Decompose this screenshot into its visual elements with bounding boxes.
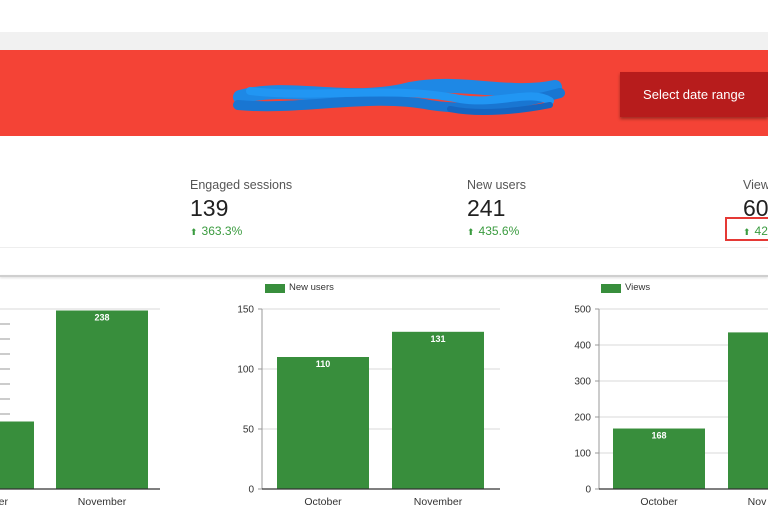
x-tick-label: November	[414, 496, 463, 508]
stats-panel: Engaged sessions 139 ⬆ 363.3% New users 2…	[0, 136, 768, 274]
stat-value: 241	[467, 195, 506, 221]
stat-views: Views 60 ⬆42	[743, 178, 768, 239]
stat-change-value: 42	[754, 224, 768, 238]
chart-svg: 01002003004005001684OctoberNov	[574, 305, 768, 508]
y-tick-label: 0	[585, 485, 591, 496]
x-tick-label: October	[304, 496, 342, 508]
stat-label: Views	[743, 178, 768, 192]
select-date-range-button[interactable]: Select date range	[620, 72, 768, 117]
chart-svg: 0 50 100 150 110 131 October November	[237, 305, 500, 508]
legend-swatch	[265, 284, 285, 293]
redaction-scribble	[233, 78, 565, 115]
section-divider	[0, 275, 768, 277]
x-tick-label: Nov	[748, 496, 767, 508]
y-tick-label: 200	[574, 413, 591, 424]
stat-change-value: 435.6%	[478, 224, 520, 238]
stat-engaged-sessions: Engaged sessions 139 ⬆ 363.3%	[190, 178, 292, 239]
bar-october	[613, 428, 705, 489]
y-tick-label: 100	[237, 365, 254, 376]
chart-svg: 238 er November	[0, 308, 160, 508]
y-tick-label: 300	[574, 377, 591, 388]
y-tick-label: 150	[237, 305, 254, 316]
up-arrow-icon: ⬆	[467, 227, 475, 237]
data-label: 131	[430, 334, 445, 344]
chart-engaged-sessions: 238 er November	[0, 278, 190, 512]
y-tick-label: 0	[248, 485, 254, 496]
bar-november	[392, 331, 484, 489]
legend-label: New users	[289, 282, 334, 293]
y-tick-label: 400	[574, 341, 591, 352]
stat-change: ⬆ 363.3%	[190, 224, 292, 239]
stat-change: ⬆ 42	[743, 224, 768, 239]
stats-divider	[0, 247, 768, 248]
stat-new-users: New users 241 ⬆ 435.6%	[467, 178, 526, 239]
x-tick-label: er	[0, 496, 8, 508]
toolbar-strip	[0, 32, 768, 50]
stat-change-value: 363.3%	[201, 224, 243, 238]
x-tick-label: November	[78, 496, 127, 508]
bar-october	[0, 421, 34, 489]
data-label: 238	[94, 313, 109, 323]
stat-change: ⬆ 435.6%	[467, 224, 526, 239]
highlight-annotation-box	[725, 217, 768, 241]
x-tick-label: October	[640, 496, 678, 508]
stat-value: 139	[190, 195, 229, 221]
y-tick-label: 100	[574, 449, 591, 460]
data-label: 168	[651, 431, 666, 441]
up-arrow-icon: ⬆	[743, 227, 751, 237]
bar-october	[277, 357, 369, 489]
bar-november	[56, 310, 148, 489]
up-arrow-icon: ⬆	[190, 227, 198, 237]
y-tick-label: 500	[574, 305, 591, 316]
chart-views: Views 01002003004005001684OctoberNov	[563, 278, 768, 512]
chart-new-users: New users 0 50 100 150 110 131 October November	[228, 278, 508, 512]
stat-value: 60	[743, 195, 768, 221]
top-bar	[0, 0, 768, 32]
legend-label: Views	[625, 282, 651, 293]
y-tick-label: 50	[243, 425, 255, 436]
legend-swatch	[601, 284, 621, 293]
stat-label: Engaged sessions	[190, 178, 293, 192]
data-label: 110	[316, 359, 331, 369]
stat-label: New users	[467, 178, 527, 192]
bar-november	[728, 332, 768, 489]
